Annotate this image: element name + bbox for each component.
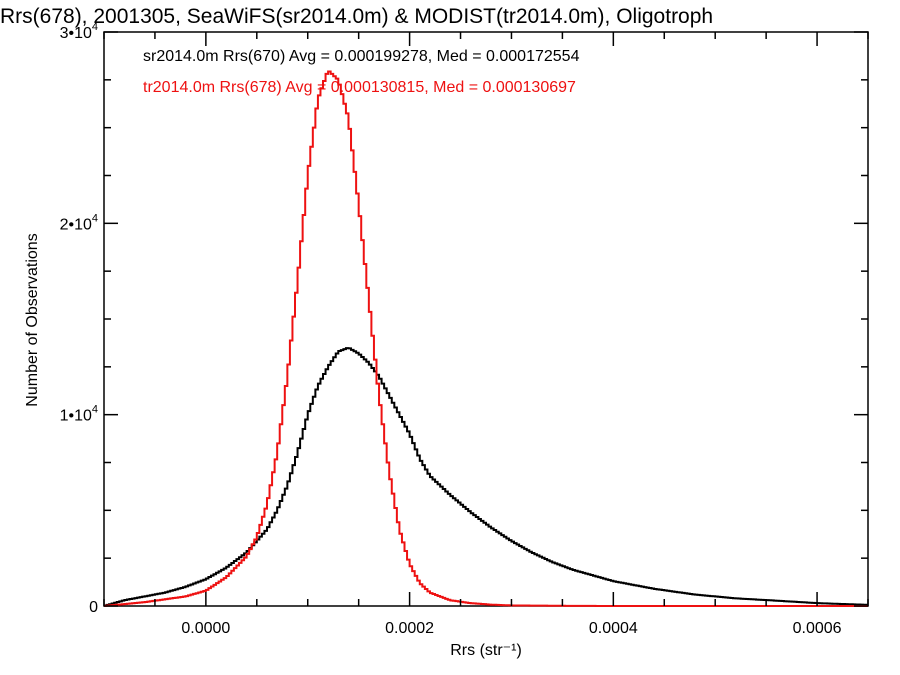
- x-tick-label: 0.0002: [385, 620, 434, 637]
- legend: sr2014.0m Rrs(670) Avg = 0.000199278, Me…: [143, 48, 580, 96]
- y-tick-label: 0: [89, 599, 98, 616]
- x-axis-label: Rrs (str⁻¹): [450, 642, 522, 659]
- y-axis-ticks: 0 1•104 2•104 3•104: [60, 21, 868, 616]
- plot-area: [103, 31, 869, 607]
- y-axis-label: Number of Observations: [24, 233, 41, 406]
- legend-entry-tr2014: tr2014.0m Rrs(678) Avg = 0.000130815, Me…: [143, 79, 576, 96]
- legend-entry-sr2014: sr2014.0m Rrs(670) Avg = 0.000199278, Me…: [143, 48, 580, 65]
- x-tick-label: 0.0000: [181, 620, 230, 637]
- axes-frame: [103, 31, 869, 607]
- series-line-0: [104, 347, 868, 607]
- x-tick-label: 0.0006: [793, 620, 842, 637]
- y-tick-label: 1•104: [60, 404, 98, 425]
- x-axis-ticks: 0.0000 0.0002 0.0004 0.0006: [103, 32, 869, 637]
- y-tick-label: 2•104: [60, 212, 98, 233]
- y-tick-label: 3•104: [60, 21, 98, 42]
- x-tick-label: 0.0004: [589, 620, 638, 637]
- chart-title: Rrs(678), 2001305, SeaWiFS(sr2014.0m) & …: [0, 5, 713, 28]
- series-line-1: [104, 70, 868, 607]
